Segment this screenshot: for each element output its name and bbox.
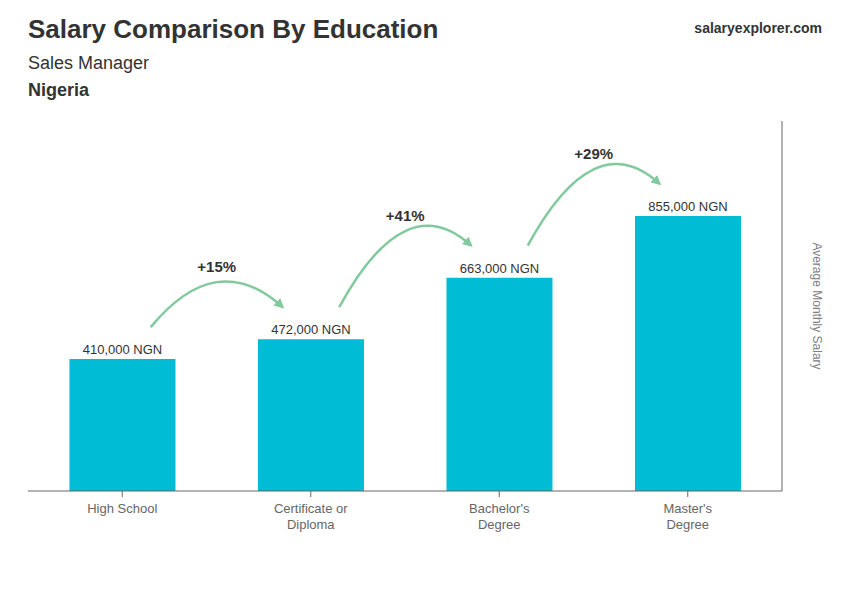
svg-text:+41%: +41% [386, 207, 425, 224]
svg-text:Bachelor'sDegree: Bachelor'sDegree [469, 501, 530, 532]
svg-text:Certificate orDiploma: Certificate orDiploma [274, 501, 348, 532]
svg-text:663,000 NGN: 663,000 NGN [460, 261, 540, 276]
svg-text:Master'sDegree: Master'sDegree [663, 501, 712, 532]
svg-text:+15%: +15% [197, 258, 236, 275]
html-text:Salary Comparison By Education: Salary Comparison By Education [28, 14, 439, 44]
html-text:salaryexplorer.com: salaryexplorer.com [694, 20, 822, 36]
svg-text:472,000 NGN: 472,000 NGN [271, 322, 351, 337]
svg-text:410,000 NGN: 410,000 NGN [83, 342, 163, 357]
svg-text:High School: High School [87, 501, 157, 516]
svg-text:+29%: +29% [574, 145, 613, 162]
svg-text:855,000 NGN: 855,000 NGN [648, 199, 728, 214]
html-text:Sales Manager: Sales Manager [28, 53, 150, 73]
html-text:Nigeria: Nigeria [28, 80, 89, 100]
svg-text:Average Monthly Salary: Average Monthly Salary [810, 242, 824, 369]
